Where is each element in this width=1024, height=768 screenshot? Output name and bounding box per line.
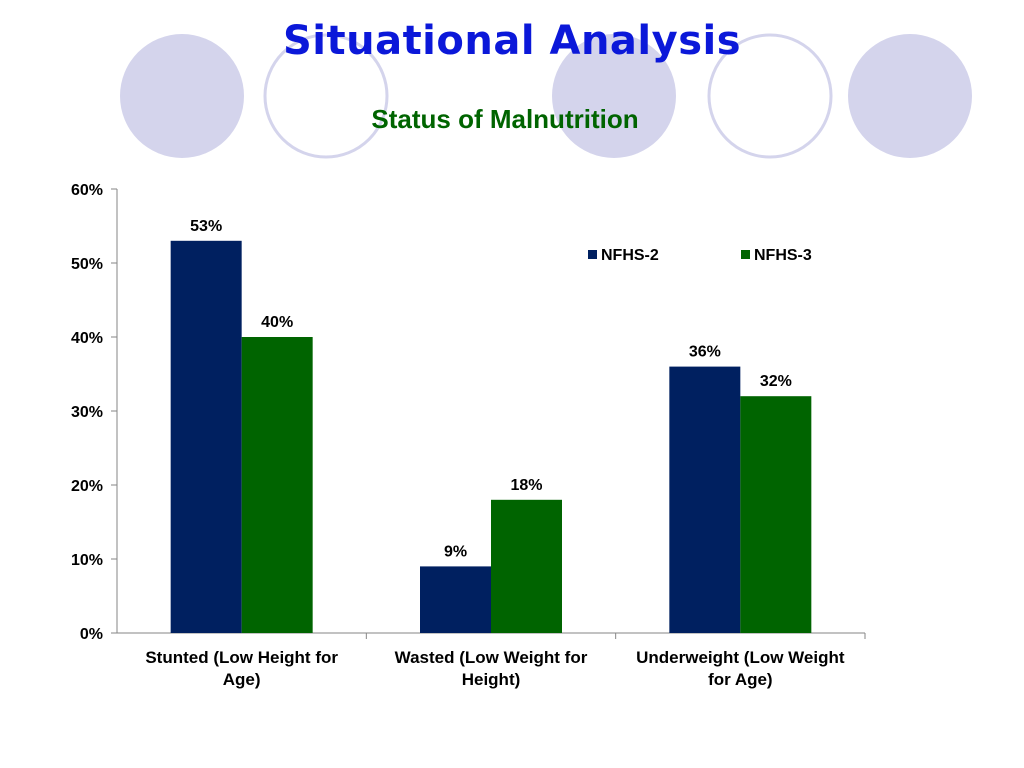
y-tick-label: 40%: [71, 330, 103, 347]
y-tick-label: 0%: [80, 626, 103, 643]
bar-nfhs-3: [491, 499, 562, 633]
y-tick-label: 50%: [71, 256, 103, 273]
x-tick-label: Age): [223, 670, 261, 689]
y-tick-label: 30%: [71, 404, 103, 421]
x-tick-label: Stunted (Low Height for: [145, 648, 338, 667]
y-tick-label: 20%: [71, 478, 103, 495]
bar-nfhs-2: [669, 366, 741, 633]
legend-label: NFHS-2: [601, 247, 659, 264]
slide-title: Situational Analysis: [282, 18, 742, 64]
decor-circle-outline: [263, 33, 389, 159]
chart-subtitle: Status of Malnutrition: [371, 104, 639, 134]
x-tick-label: for Age): [708, 670, 773, 689]
data-label: 53%: [190, 218, 222, 235]
bar-nfhs-3: [241, 337, 313, 633]
x-tick-label: Wasted (Low Weight for: [395, 648, 588, 667]
y-tick-label: 10%: [71, 552, 103, 569]
bar-nfhs-2: [420, 566, 491, 633]
bar-nfhs-2: [170, 240, 242, 634]
legend-swatch-nfhs-3: [741, 250, 750, 259]
data-label: 40%: [261, 314, 293, 331]
x-tick-label: Underweight (Low Weight: [636, 648, 845, 667]
decor-circle-filled: [120, 34, 244, 158]
y-tick-label: 60%: [71, 182, 103, 199]
legend-swatch-nfhs-2: [588, 250, 597, 259]
legend-label: NFHS-3: [754, 247, 812, 264]
decor-circle-outline: [707, 33, 833, 159]
decor-circle-filled: [848, 34, 972, 158]
data-label: 36%: [689, 344, 721, 361]
bar-nfhs-3: [740, 396, 812, 633]
data-label: 32%: [760, 373, 792, 390]
decor-circle-filled: [552, 34, 676, 158]
data-label: 18%: [510, 477, 542, 494]
x-tick-label: Height): [462, 670, 521, 689]
data-label: 9%: [444, 543, 467, 560]
